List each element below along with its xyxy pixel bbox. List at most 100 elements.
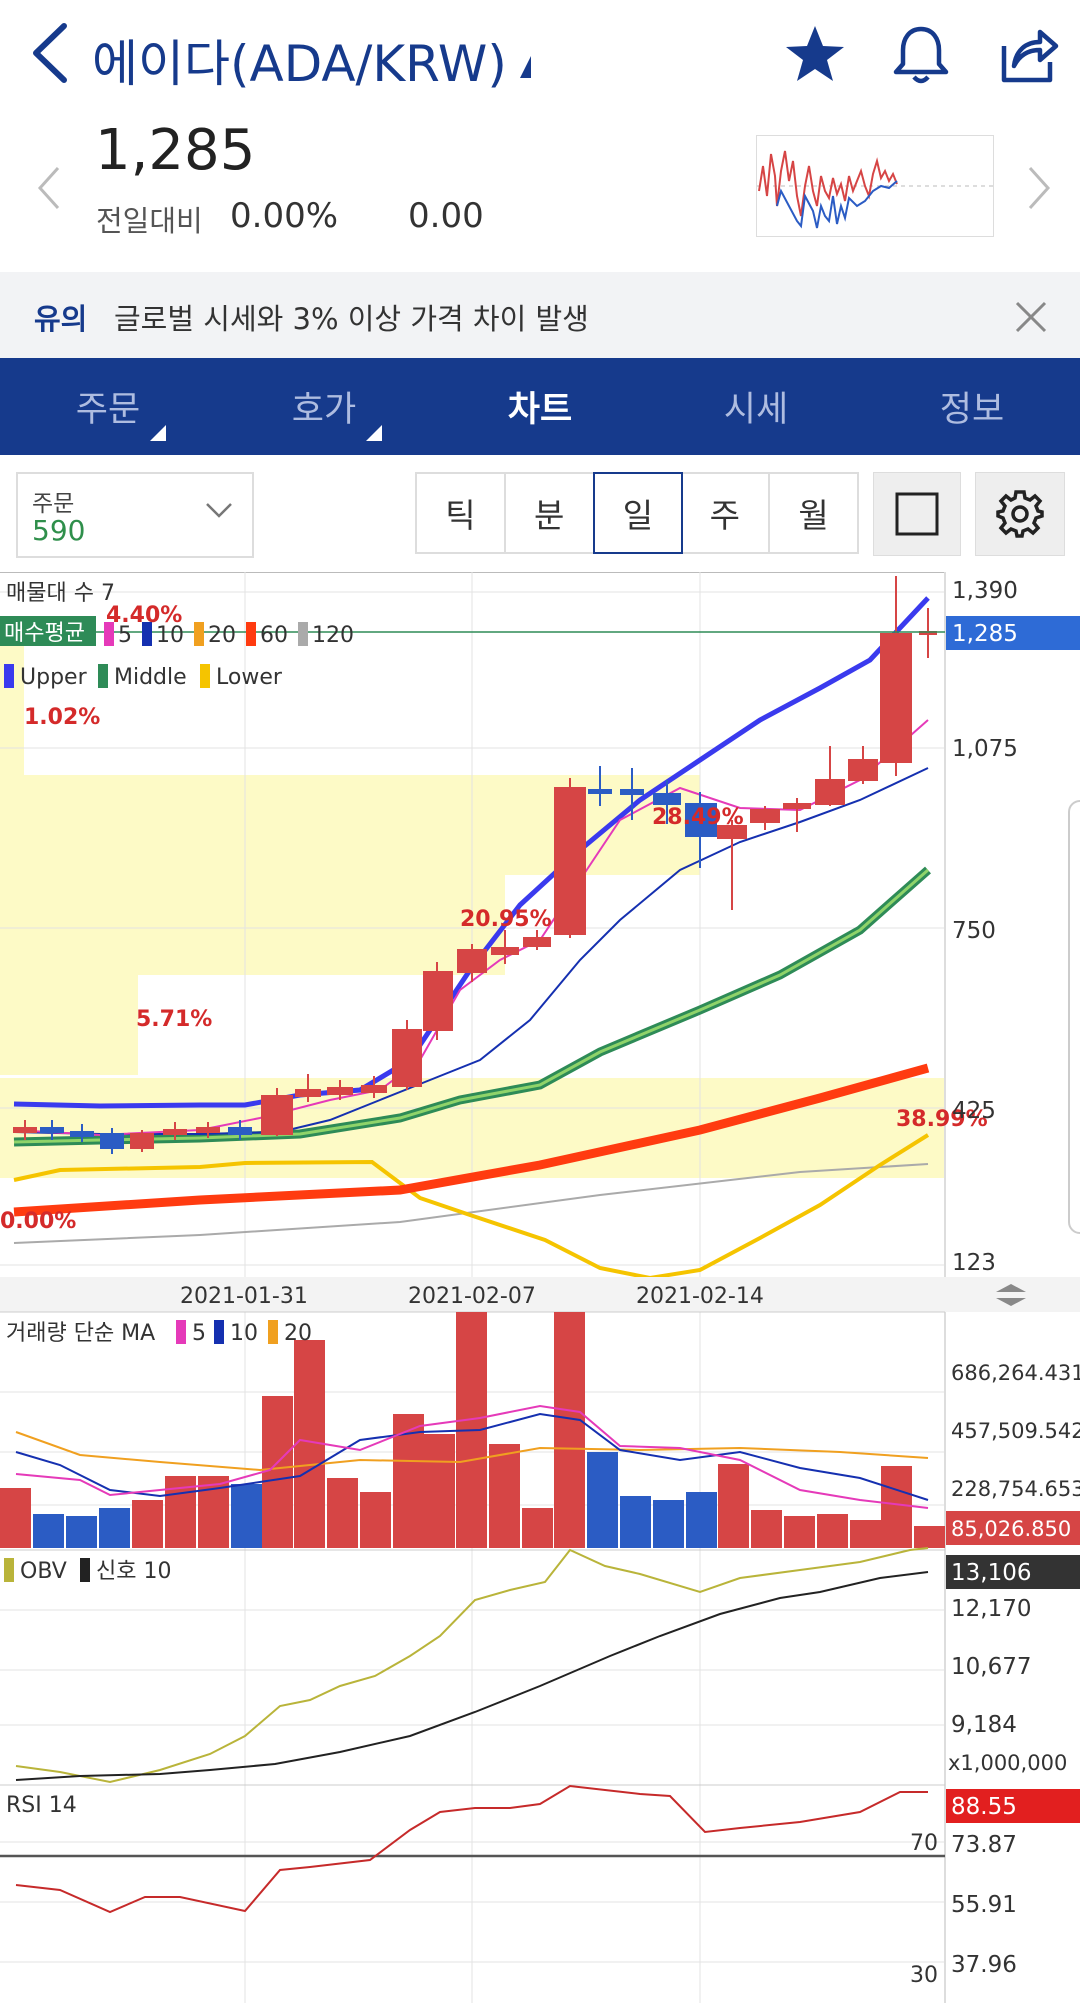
volume-profile-labels: 4.40% 1.02% 5.71% 20.95% 28.49% 38.99% 0…	[0, 603, 988, 1234]
date-tick: 2021-02-14	[636, 1284, 764, 1309]
date-tick: 2021-01-31	[180, 1284, 308, 1309]
price-tick: 750	[952, 918, 996, 944]
obv-current-tag	[946, 1555, 1080, 1589]
resize-handle-icon[interactable]	[996, 1284, 1026, 1306]
rsi-tick: 37.96	[951, 1952, 1017, 1978]
volume-bars	[0, 1312, 945, 1548]
prev-item-arrow-icon[interactable]	[30, 160, 70, 216]
rsi-level-high: 70	[910, 1831, 938, 1856]
candle	[163, 1122, 187, 1140]
period-minute-button[interactable]: 분	[505, 474, 595, 552]
volume-bar	[751, 1510, 782, 1548]
volume-bar	[817, 1514, 848, 1548]
volume-bar	[653, 1500, 684, 1548]
candle	[554, 778, 586, 938]
svg-text:Upper: Upper	[20, 665, 88, 690]
volume-bar	[784, 1516, 815, 1548]
obv-legend-label: OBV	[20, 1559, 67, 1584]
obv-signal-legend-swatch	[80, 1558, 90, 1582]
tab-chart[interactable]: 차트	[507, 390, 573, 430]
tab-orderbook[interactable]: 호가	[216, 358, 432, 455]
tab-market[interactable]: 시세	[723, 390, 789, 430]
candle	[423, 962, 453, 1040]
obv-signal-legend-label: 신호 10	[96, 1559, 171, 1584]
rsi-tick: 73.87	[951, 1832, 1017, 1858]
volume-bar	[718, 1464, 749, 1548]
notice-text: 글로벌 시세와 3% 이상 가격 차이 발생	[114, 302, 589, 336]
candle	[261, 1088, 293, 1136]
volume-bar	[424, 1434, 455, 1548]
candle	[750, 806, 780, 830]
order-dropdown[interactable]	[16, 472, 254, 558]
page-title[interactable]: 에이다(ADA/KRW)	[92, 35, 507, 93]
vp-label: 4.40%	[106, 603, 182, 628]
rsi-line	[15, 1784, 928, 1914]
rsi-current-tag-text: 88.55	[951, 1794, 1017, 1820]
close-icon[interactable]	[1012, 298, 1050, 336]
volume-tick: 457,509.542	[951, 1419, 1080, 1443]
tab-info[interactable]: 정보	[939, 390, 1005, 430]
vol-ma-5-line	[15, 1404, 929, 1509]
back-chevron-icon[interactable]	[22, 18, 82, 88]
volume-axis: 686,264.431 457,509.542 228,754.653	[951, 1361, 1080, 1501]
vol-ma-10-line	[15, 1412, 929, 1501]
volume-tick: 686,264.431	[951, 1361, 1080, 1385]
vol-ma-20-line	[15, 1431, 929, 1472]
bell-icon[interactable]	[888, 22, 954, 88]
obv-multiplier: x1,000,000	[948, 1751, 1067, 1775]
side-drawer-handle[interactable]	[1068, 800, 1080, 1234]
rsi-level-low: 30	[910, 1963, 938, 1988]
period-day-button[interactable]: 일	[592, 472, 684, 554]
period-month-button[interactable]: 월	[770, 474, 857, 552]
obv-tick: 10,677	[951, 1654, 1031, 1680]
rsi-axis: 73.87 55.91 37.96	[951, 1832, 1017, 1978]
period-tick-button[interactable]: 틱	[417, 474, 506, 552]
candle	[361, 1076, 387, 1098]
svg-text:5: 5	[192, 1321, 206, 1346]
obv-axis: 12,170 10,677 9,184 x1,000,000	[948, 1596, 1067, 1775]
current-price-tag-text: 1,285	[952, 621, 1018, 647]
volume-current-tag	[946, 1511, 1080, 1545]
candles	[13, 576, 937, 1154]
sparkline-chart	[756, 135, 994, 237]
candle	[848, 746, 878, 784]
candle	[523, 930, 551, 950]
candle	[70, 1124, 94, 1142]
volume-bar	[231, 1484, 262, 1548]
date-axis-bar	[0, 1277, 1080, 1312]
price-chart[interactable]: 매물대 수 7 매수평균 5 10 20 60 120 Upper Middle…	[0, 572, 1080, 2003]
settings-button[interactable]	[975, 472, 1065, 556]
candle	[653, 780, 681, 824]
share-icon[interactable]	[996, 22, 1062, 88]
volume-bar	[360, 1492, 391, 1548]
candle	[392, 1020, 422, 1090]
vp-label: 20.95%	[460, 907, 552, 932]
caret-icon[interactable]	[520, 56, 531, 78]
avg-buy-badge	[0, 616, 96, 646]
fullscreen-button[interactable]	[873, 472, 961, 556]
notice-banner	[0, 272, 1080, 358]
candle	[228, 1120, 252, 1140]
volume-bar	[33, 1514, 64, 1548]
candle	[130, 1130, 154, 1152]
candle	[717, 820, 747, 910]
notice-tag: 유의	[34, 302, 88, 336]
candle	[491, 930, 519, 964]
volume-bar	[686, 1492, 717, 1548]
tab-order[interactable]: 주문	[0, 358, 216, 455]
period-week-button[interactable]: 주	[681, 474, 771, 552]
change-label: 전일대비	[96, 204, 203, 238]
svg-text:20: 20	[284, 1321, 312, 1346]
candle	[327, 1080, 353, 1100]
price-tick: 123	[952, 1250, 996, 1276]
bb-lower-line	[13, 1133, 930, 1281]
submenu-caret-icon	[366, 425, 382, 441]
obv-signal-line	[15, 1571, 929, 1781]
ma-60-line	[13, 1063, 930, 1217]
vp-label: 28.49%	[652, 805, 744, 830]
star-icon[interactable]	[782, 22, 848, 88]
price-tick: 1,075	[952, 736, 1018, 762]
rsi-tick: 55.91	[951, 1892, 1017, 1918]
candle	[620, 768, 644, 820]
next-item-arrow-icon[interactable]	[1018, 160, 1058, 216]
